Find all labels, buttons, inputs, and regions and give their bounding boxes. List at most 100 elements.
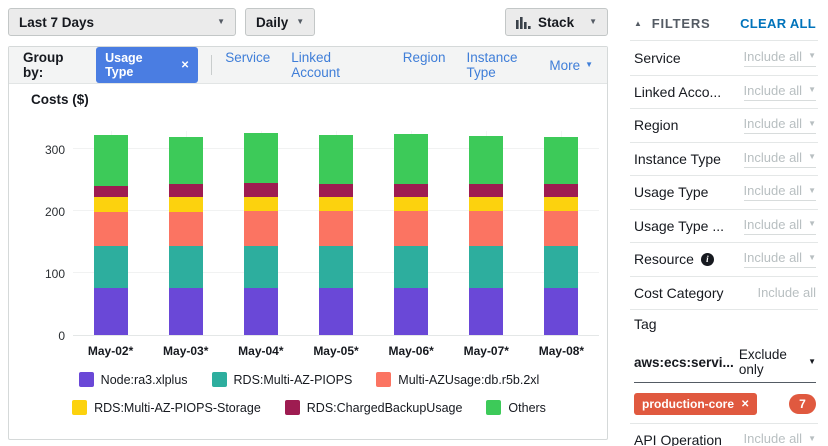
legend-item: RDS:ChargedBackupUsage xyxy=(284,400,462,415)
group-by-chip-usage-type[interactable]: Usage Type ✕ xyxy=(96,47,199,83)
bar-segment[interactable] xyxy=(168,184,203,198)
filter-value-dropdown[interactable]: Include all ▼ xyxy=(743,83,816,101)
stacked-bar-May-06[interactable] xyxy=(394,134,429,335)
bar-segment[interactable] xyxy=(544,246,579,288)
filter-value-dropdown[interactable]: Include all ▼ xyxy=(743,183,816,202)
stacked-bar-May-02[interactable] xyxy=(93,135,128,335)
bar-segment[interactable] xyxy=(243,246,278,288)
bar-segment[interactable] xyxy=(544,136,579,184)
group-by-option-linked-account[interactable]: Linked Account xyxy=(291,50,340,80)
bar-segment[interactable] xyxy=(394,183,429,197)
bar-segment[interactable] xyxy=(319,134,353,184)
bar-segment[interactable] xyxy=(243,132,278,184)
filter-row-service: Service Include all ▼ xyxy=(630,41,818,75)
bar-segment[interactable] xyxy=(168,287,203,335)
bar-segment[interactable] xyxy=(319,246,353,288)
bar-segment[interactable] xyxy=(168,137,203,185)
legend-item: RDS:Multi-AZ-PIOPS-Storage xyxy=(72,400,261,415)
chart-style-dropdown[interactable]: Stack ▼ xyxy=(505,8,608,36)
filters-header: ▲ FILTERS CLEAR ALL xyxy=(630,0,818,41)
bar-segment[interactable] xyxy=(469,287,504,335)
bar-segment[interactable] xyxy=(319,196,353,212)
bar-segment[interactable] xyxy=(93,135,128,187)
bar-segment[interactable] xyxy=(319,211,353,247)
stacked-bar-May-04[interactable] xyxy=(243,132,278,335)
remove-chip-icon[interactable]: ✕ xyxy=(741,398,750,410)
clear-all-link[interactable]: CLEAR ALL xyxy=(740,15,816,31)
filter-value-dropdown[interactable]: Include all ▼ xyxy=(743,217,816,235)
group-by-option-instance-type[interactable]: Instance Type xyxy=(466,50,518,80)
filter-label: Linked Acco... xyxy=(634,83,722,100)
group-by-options: Service Linked Account Region Instance Type xyxy=(225,50,549,80)
filter-label: Usage Type ... xyxy=(634,217,725,234)
bar-segment[interactable] xyxy=(93,197,128,212)
bar-segment[interactable] xyxy=(243,211,278,247)
bar-segment[interactable] xyxy=(93,246,128,288)
bar-segment[interactable] xyxy=(544,287,579,335)
group-by-option-service[interactable]: Service xyxy=(225,50,271,65)
tag-value-chip[interactable]: production-core ✕ xyxy=(634,393,758,415)
bar-segment[interactable] xyxy=(394,211,429,247)
group-by-chip-label: Usage Type xyxy=(105,51,143,79)
filter-value-dropdown[interactable]: Include all xyxy=(757,285,816,300)
bar-segment[interactable] xyxy=(319,183,353,197)
bar-segment[interactable] xyxy=(544,183,579,197)
bar-segment[interactable] xyxy=(394,246,429,288)
stacked-bar-May-05[interactable] xyxy=(319,134,353,335)
bar-segment[interactable] xyxy=(243,196,278,212)
filters-collapse-toggle[interactable]: ▲ FILTERS xyxy=(634,16,711,31)
date-range-value: Last 7 Days xyxy=(19,14,95,30)
group-by-option-region[interactable]: Region xyxy=(402,50,446,65)
tag-key-dropdown[interactable]: aws:ecs:servi... Exclude only ▼ xyxy=(634,347,816,383)
bar-segment[interactable] xyxy=(394,287,429,335)
filter-value-text: Include all xyxy=(743,149,803,165)
remove-chip-icon[interactable]: ✕ xyxy=(180,59,190,71)
info-icon[interactable]: i xyxy=(700,252,714,266)
filter-row-usage-type: Usage Type ... Include all ▼ xyxy=(630,208,818,243)
bar-segment[interactable] xyxy=(319,287,353,335)
bar-segment[interactable] xyxy=(469,246,504,288)
bar-segment[interactable] xyxy=(544,211,579,247)
filter-row-tag: Tag xyxy=(630,309,818,337)
group-by-more-dropdown[interactable]: More ▼ xyxy=(549,58,593,73)
bar-segment[interactable] xyxy=(394,134,429,184)
legend-item: Multi-AZUsage:db.r5b.2xl xyxy=(376,372,539,387)
bar-segment[interactable] xyxy=(168,211,203,247)
stacked-bar-May-08[interactable] xyxy=(544,136,579,335)
y-tick-label: 300 xyxy=(44,143,65,157)
filter-value-dropdown[interactable]: Include all ▼ xyxy=(743,149,816,168)
bar-segment[interactable] xyxy=(544,196,579,212)
bar-segment[interactable] xyxy=(469,183,504,197)
bar-segment[interactable] xyxy=(469,196,504,212)
filter-value-dropdown[interactable]: Include all ▼ xyxy=(743,48,816,67)
bar-segment[interactable] xyxy=(394,196,429,212)
date-range-dropdown[interactable]: Last 7 Days ▼ xyxy=(8,8,236,36)
y-tick-label: 0 xyxy=(58,329,65,343)
bar-segment[interactable] xyxy=(168,246,203,288)
chevron-down-icon: ▼ xyxy=(585,60,594,69)
bar-segment[interactable] xyxy=(93,186,128,198)
filter-value-dropdown[interactable]: Include all ▼ xyxy=(743,250,816,269)
filter-value-dropdown[interactable]: Include all ▼ xyxy=(743,116,816,135)
legend-label: Others xyxy=(508,400,546,415)
bar-segment[interactable] xyxy=(469,136,504,184)
bar-segment[interactable] xyxy=(243,183,278,197)
granularity-dropdown[interactable]: Daily ▼ xyxy=(245,8,316,36)
legend-item: Node:ra3.xlplus xyxy=(78,372,188,387)
filter-value-text: Include all xyxy=(757,285,816,301)
bar-segment[interactable] xyxy=(93,287,128,335)
bar-segment[interactable] xyxy=(243,287,278,335)
stacked-bar-May-03[interactable] xyxy=(168,137,203,335)
chevron-down-icon: ▼ xyxy=(808,152,816,162)
bar-segment[interactable] xyxy=(469,211,504,247)
tag-count-badge: 7 xyxy=(789,394,816,414)
bar-segment[interactable] xyxy=(168,197,203,212)
bar-segment[interactable] xyxy=(93,211,128,247)
stacked-bar-May-07[interactable] xyxy=(469,136,504,335)
filter-rows: Service Include all ▼ Linked Acco... Include… xyxy=(630,41,818,337)
filter-value-text: Include all xyxy=(743,183,803,199)
filter-value-text: Include all xyxy=(743,48,803,64)
filters-sidebar: ▲ FILTERS CLEAR ALL Service Include all ▼ L… xyxy=(630,0,818,446)
filter-value-dropdown[interactable]: Include all ▼ xyxy=(744,431,816,446)
